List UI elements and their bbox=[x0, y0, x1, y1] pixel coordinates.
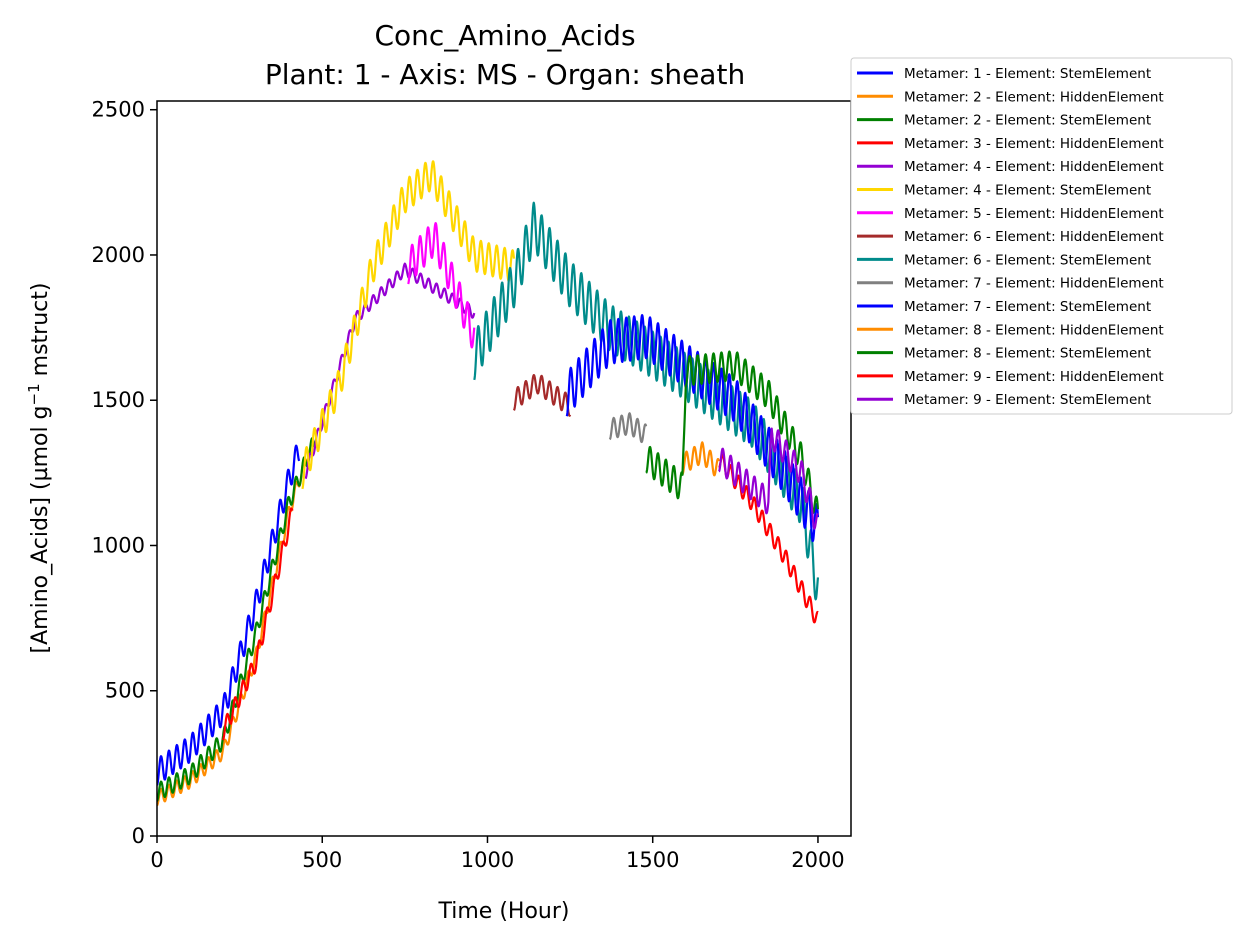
legend-label: Metamer: 6 - Element: HiddenElement bbox=[904, 229, 1164, 245]
legend-label: Metamer: 6 - Element: StemElement bbox=[904, 252, 1151, 268]
legend-label: Metamer: 9 - Element: HiddenElement bbox=[904, 369, 1164, 385]
y-tick-label: 1000 bbox=[92, 533, 145, 557]
y-tick-label: 1500 bbox=[92, 388, 145, 412]
legend-label: Metamer: 1 - Element: StemElement bbox=[904, 66, 1151, 82]
y-tick-label: 500 bbox=[105, 679, 145, 703]
y-tick-label: 2500 bbox=[92, 98, 145, 122]
x-axis-label: Time (Hour) bbox=[438, 899, 570, 924]
series-line-10 bbox=[608, 412, 648, 444]
legend-label: Metamer: 3 - Element: HiddenElement bbox=[904, 136, 1164, 152]
legend-label: Metamer: 8 - Element: StemElement bbox=[904, 346, 1151, 362]
legend-label: Metamer: 5 - Element: HiddenElement bbox=[904, 206, 1164, 222]
x-tick-label: 2000 bbox=[791, 848, 844, 872]
legend-label: Metamer: 7 - Element: HiddenElement bbox=[904, 276, 1164, 292]
legend-label: Metamer: 9 - Element: StemElement bbox=[904, 392, 1151, 408]
legend-box bbox=[850, 57, 1233, 415]
y-axis-label: [Amino_Acids] (µmol g−1 mstruct) bbox=[25, 283, 53, 654]
legend-label: Metamer: 7 - Element: StemElement bbox=[904, 299, 1151, 315]
series-line-14 bbox=[718, 453, 819, 624]
legend: Metamer: 1 - Element: StemElement Metamer… bbox=[850, 57, 1233, 415]
chart-title: Conc_Amino_Acids bbox=[374, 19, 635, 52]
series-layer bbox=[157, 160, 820, 807]
series-line-7 bbox=[407, 222, 476, 349]
series-line-15 bbox=[718, 427, 819, 530]
x-tick-label: 1500 bbox=[626, 848, 679, 872]
y-axis-label-main: [Amino_Acids] (µmol g bbox=[28, 405, 53, 653]
series-line-4 bbox=[222, 507, 294, 741]
series-line-8 bbox=[512, 374, 572, 417]
legend-label: Metamer: 8 - Element: HiddenElement bbox=[904, 322, 1164, 338]
legend-items: Metamer: 1 - Element: StemElement Metamer… bbox=[857, 66, 1164, 408]
series-line-1 bbox=[157, 444, 301, 786]
series-line-6 bbox=[301, 160, 516, 490]
legend-label: Metamer: 2 - Element: StemElement bbox=[904, 113, 1151, 129]
y-tick-label: 2000 bbox=[92, 243, 145, 267]
series-line-13 bbox=[645, 350, 820, 515]
series-line-12 bbox=[681, 441, 720, 477]
x-tick-label: 500 bbox=[302, 848, 342, 872]
legend-label: Metamer: 4 - Element: HiddenElement bbox=[904, 159, 1164, 175]
plot-frame bbox=[156, 100, 852, 837]
x-tick-label: 1000 bbox=[461, 848, 514, 872]
series-line-9 bbox=[473, 201, 820, 601]
chart-subtitle: Plant: 1 - Axis: MS - Organ: sheath bbox=[265, 58, 745, 91]
axis-ticks: 0 500 1000 1500 2000 0 500 1000 1500 2000 2500 bbox=[92, 98, 845, 872]
y-tick-label: 0 bbox=[132, 824, 145, 848]
y-axis-label-tail: mstruct) bbox=[28, 283, 53, 384]
x-tick-label: 0 bbox=[150, 848, 163, 872]
legend-label: Metamer: 4 - Element: StemElement bbox=[904, 183, 1151, 199]
series-line-5 bbox=[304, 262, 476, 479]
y-axis-label-sup: −1 bbox=[25, 383, 43, 405]
series-line-3 bbox=[157, 437, 317, 802]
legend-label: Metamer: 2 - Element: HiddenElement bbox=[904, 89, 1164, 105]
